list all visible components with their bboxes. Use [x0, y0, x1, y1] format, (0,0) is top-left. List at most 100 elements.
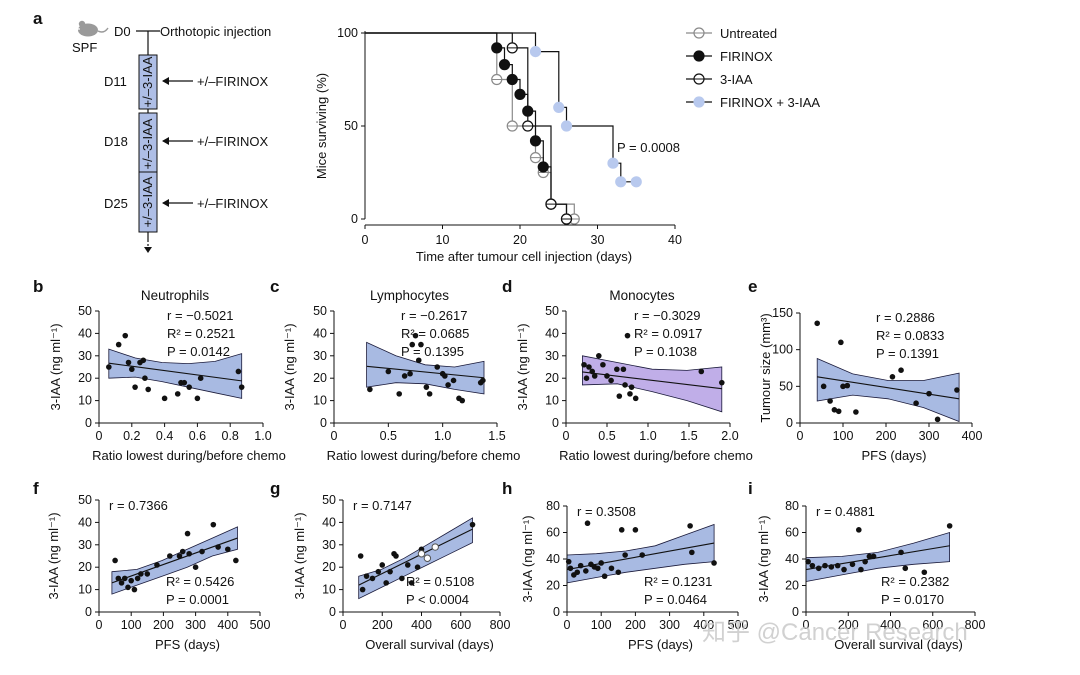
x-tick-label: 100 [591, 618, 612, 632]
stat-line: r = 0.4881 [816, 504, 875, 519]
data-point [184, 530, 191, 537]
regression-line [108, 362, 242, 382]
regression-line [366, 365, 485, 379]
data-point [583, 568, 589, 574]
data-point [689, 549, 695, 556]
data-point [125, 584, 131, 591]
x-tick-label: 200 [625, 618, 646, 632]
y-tick-label: 20 [545, 371, 559, 385]
data-point [856, 527, 862, 533]
y-tick-label: 40 [78, 326, 92, 340]
arrowhead-icon [162, 77, 169, 85]
y-tick-label: 30 [545, 349, 559, 363]
y-tick-label: 10 [78, 394, 92, 408]
y-axis-label: 3-IAA (ng ml⁻¹) [520, 515, 535, 602]
x-tick-label: 100 [833, 429, 854, 443]
km-series-line [365, 32, 637, 183]
data-point [144, 571, 151, 577]
legend-label: 3-IAA [720, 72, 753, 87]
data-point [179, 548, 186, 555]
y-tick-label: 50 [344, 119, 358, 133]
data-point [622, 382, 628, 388]
data-point [583, 375, 590, 382]
x-tick-label: 0.4 [156, 429, 173, 443]
y-tick-label: 50 [78, 493, 92, 507]
data-point [138, 571, 144, 577]
data-point [112, 557, 118, 564]
scatter-panel-e: e 0 100 200 300 400 0 50 100 150 PFS (days) Tumour … [748, 277, 982, 463]
x-tick-label: 400 [880, 618, 901, 632]
stat-line: P = 0.1395 [401, 344, 464, 359]
data-point [445, 382, 451, 388]
data-point [589, 368, 596, 375]
data-point [393, 553, 399, 559]
km-point [506, 73, 518, 86]
data-point [815, 565, 822, 572]
y-tick-label: 0 [320, 416, 327, 430]
km-point [529, 135, 542, 147]
data-point [624, 332, 631, 339]
data-point [423, 384, 430, 390]
data-point [129, 366, 135, 373]
treatment-box-label: +/–3-IAA [140, 176, 155, 227]
y-tick-label: 40 [545, 326, 559, 340]
x-tick-label: 0 [96, 429, 103, 443]
x-tick-label: 40 [668, 233, 682, 247]
data-point [584, 520, 591, 527]
data-point [594, 565, 601, 572]
x-tick-label: 200 [876, 429, 897, 443]
x-tick-label: 2.0 [721, 429, 738, 443]
km-plot: 0 10 20 30 40 0 50 100 Time after tumour cell in… [314, 26, 682, 264]
data-point [608, 565, 615, 572]
data-point [387, 568, 393, 575]
y-tick-label: 50 [545, 304, 559, 318]
data-point [954, 387, 960, 393]
km-point [553, 101, 565, 114]
stat-line: P = 0.1038 [634, 344, 697, 359]
y-tick-label: 60 [546, 526, 560, 540]
data-point [174, 391, 181, 397]
x-tick-label: 1.0 [639, 429, 656, 443]
x-tick-label: 0 [362, 233, 369, 247]
stat-line: r = −0.2617 [401, 308, 468, 323]
data-point [805, 558, 811, 565]
data-point [913, 400, 919, 407]
data-point [132, 384, 138, 390]
x-tick-label: 0 [96, 618, 103, 632]
x-tick-label: 500 [728, 618, 749, 632]
km-series-line [365, 32, 568, 219]
data-point [831, 407, 838, 413]
data-point [192, 564, 199, 570]
data-point [581, 361, 587, 368]
stat-line: R² = 0.0685 [401, 326, 469, 341]
stat-line: r = −0.3029 [634, 308, 701, 323]
x-tick-label: 300 [659, 618, 680, 632]
x-tick-label: 600 [922, 618, 943, 632]
mouse-icon [78, 20, 109, 37]
data-point [238, 384, 245, 390]
x-tick-label: 200 [838, 618, 859, 632]
km-point [560, 120, 573, 132]
data-point [167, 553, 173, 559]
scatter-panel-d: d Monocytes 0 0.5 1.0 1.5 2.0 0 10 20 30 40 50 Ratio … [502, 277, 753, 463]
km-point [615, 176, 627, 188]
x-axis-label: Time after tumour cell injection (days) [416, 249, 632, 264]
x-tick-label: 0.5 [598, 429, 615, 443]
y-tick-label: 0 [553, 605, 560, 619]
data-point [145, 386, 151, 393]
data-point [827, 398, 833, 404]
x-tick-label: 300 [919, 429, 940, 443]
data-point [235, 368, 242, 375]
data-point [176, 553, 183, 559]
data-point [115, 575, 122, 582]
panel-label-f: f [33, 479, 39, 498]
data-point [115, 341, 122, 348]
x-tick-label: 0.6 [189, 429, 206, 443]
mouse-tail [97, 27, 109, 33]
legend-label: FIRINOX + 3-IAA [720, 95, 820, 110]
panel-title: Neutrophils [141, 288, 210, 303]
data-point-open [423, 554, 432, 562]
data-point [698, 368, 705, 375]
y-axis-label: 3-IAA (ng ml⁻¹) [282, 323, 297, 410]
km-legend: Untreated FIRINOX 3-IAA FIRINOX + 3-IAA [686, 26, 820, 110]
